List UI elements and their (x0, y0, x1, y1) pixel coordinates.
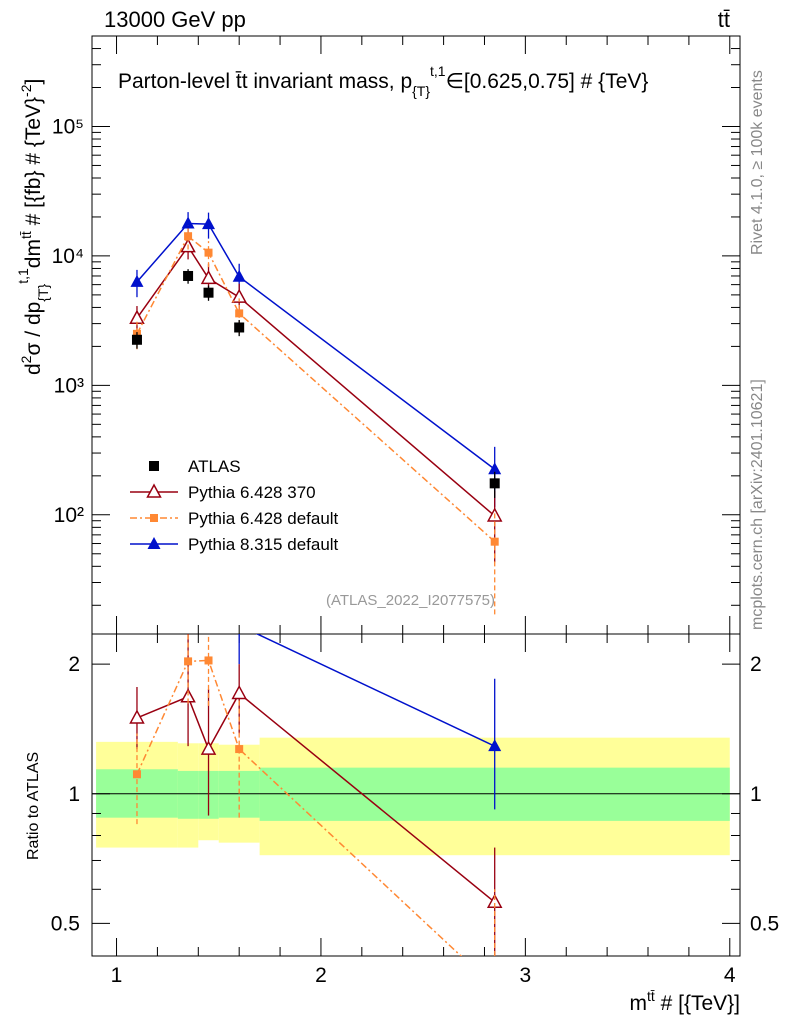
inner-band-bin (177, 770, 199, 819)
ratio-axis-ticks: 0.5 0.5 1 1 2 2 1 2 3 4 (51, 634, 779, 987)
series-pythia-6-428-default (132, 225, 499, 615)
ratio-panel-frame (91, 633, 741, 957)
inner-band-bin (218, 770, 260, 818)
ratio-point (235, 745, 244, 754)
legend-label: Pythia 6.428 default (188, 509, 339, 528)
data-point (490, 537, 499, 546)
title-superscript: t,1 (430, 63, 446, 79)
main-y-axis-label: d2σ / dp{T}t,1dmtt̄ # [{fb} # {TeV}-2] (15, 79, 51, 375)
header-energy-label: 13000 GeV pp (104, 7, 246, 32)
x-tick-label: 2 (315, 964, 327, 987)
x-tick-label: 1 (111, 964, 123, 987)
data-point (181, 216, 195, 229)
legend-entry: Pythia 8.315 default (130, 535, 339, 554)
ratio-series-pythia-8-315-default (238, 634, 502, 810)
series-pythia-8-315-default (130, 212, 502, 507)
ratio-point (204, 656, 213, 665)
ratio-line (255, 634, 496, 747)
header-process-label: tt̄ (718, 7, 730, 32)
data-point (488, 462, 502, 475)
ratio-point (184, 657, 193, 666)
legend-marker (146, 483, 162, 498)
data-point (202, 217, 216, 230)
main-axis-ticks: 10² 10³ 10⁴ 10⁵ (52, 35, 740, 634)
ratio-y-tick-label-right: 0.5 (750, 912, 779, 935)
ratio-point (132, 770, 141, 779)
data-point (234, 322, 245, 333)
legend-label: Pythia 6.428 370 (188, 483, 316, 502)
x-axis-label: mtt̄ # [{TeV}] (629, 988, 740, 1015)
main-y-tick-label: 10⁵ (52, 115, 84, 138)
data-point (231, 288, 247, 303)
data-point (184, 232, 193, 241)
ratio-series-pythia-6-428-default (132, 634, 496, 956)
ratio-y-tick-label-right: 2 (750, 653, 762, 676)
rivet-version-label: Rivet 4.1.0, ≥ 100k events (749, 70, 766, 255)
legend-label: ATLAS (188, 457, 241, 476)
ratio-point (200, 740, 217, 755)
legend-label: Pythia 8.315 default (188, 535, 339, 554)
main-y-tick-label: 10² (54, 504, 84, 527)
series-atlas (131, 269, 500, 498)
main-y-tick-label: 10³ (54, 374, 84, 397)
ratio-uncertainty-bands (96, 737, 730, 856)
ratio-series-clipped (129, 634, 503, 956)
mcplots-label: mcplots.cern.ch [arXiv:2401.10621] (749, 379, 766, 630)
data-point (232, 269, 246, 282)
data-point (204, 248, 213, 257)
legend-entry: ATLAS (149, 457, 241, 476)
ratio-y-axis-label: Ratio to ATLAS (25, 752, 42, 860)
legend-marker (150, 514, 158, 522)
main-series-layer (129, 212, 503, 615)
data-point (200, 269, 217, 285)
series-pythia-6-428-370 (129, 236, 503, 563)
ratio-y-tick-label: 1 (68, 783, 80, 806)
data-point (235, 309, 244, 318)
main-y-tick-label: 10⁴ (52, 245, 84, 268)
ratio-y-tick-label-right: 1 (750, 783, 762, 806)
series-line (136, 222, 496, 470)
legend: ATLAS Pythia 6.428 370 Pythia 6.428 defaul… (130, 457, 339, 554)
legend-marker (149, 461, 159, 471)
x-tick-label: 4 (724, 964, 736, 987)
analysis-watermark: (ATLAS_2022_I2077575) (326, 592, 495, 609)
data-point (489, 478, 500, 489)
title-subscript: {T} (412, 83, 430, 99)
ratio-series-layer (129, 634, 503, 956)
data-point (203, 287, 214, 298)
data-point (130, 274, 144, 287)
ratio-point (488, 739, 502, 752)
legend-entry: Pythia 6.428 370 (130, 483, 316, 502)
ratio-point (129, 709, 145, 724)
title-part-2: ∈[0.625,0.75] # {TeV} (446, 70, 649, 93)
data-point (183, 270, 194, 281)
title-part-1: Parton-level t̄t invariant mass, p (118, 70, 412, 93)
legend-entry: Pythia 6.428 default (130, 509, 339, 528)
x-tick-label: 3 (520, 964, 532, 987)
ratio-y-tick-label: 0.5 (51, 912, 80, 935)
main-title: Parton-level t̄t invariant mass, p{T}t,1… (118, 63, 648, 99)
data-point (131, 334, 142, 345)
ratio-point (231, 684, 247, 700)
legend-marker (147, 537, 161, 549)
ratio-y-tick-label: 2 (68, 653, 80, 676)
